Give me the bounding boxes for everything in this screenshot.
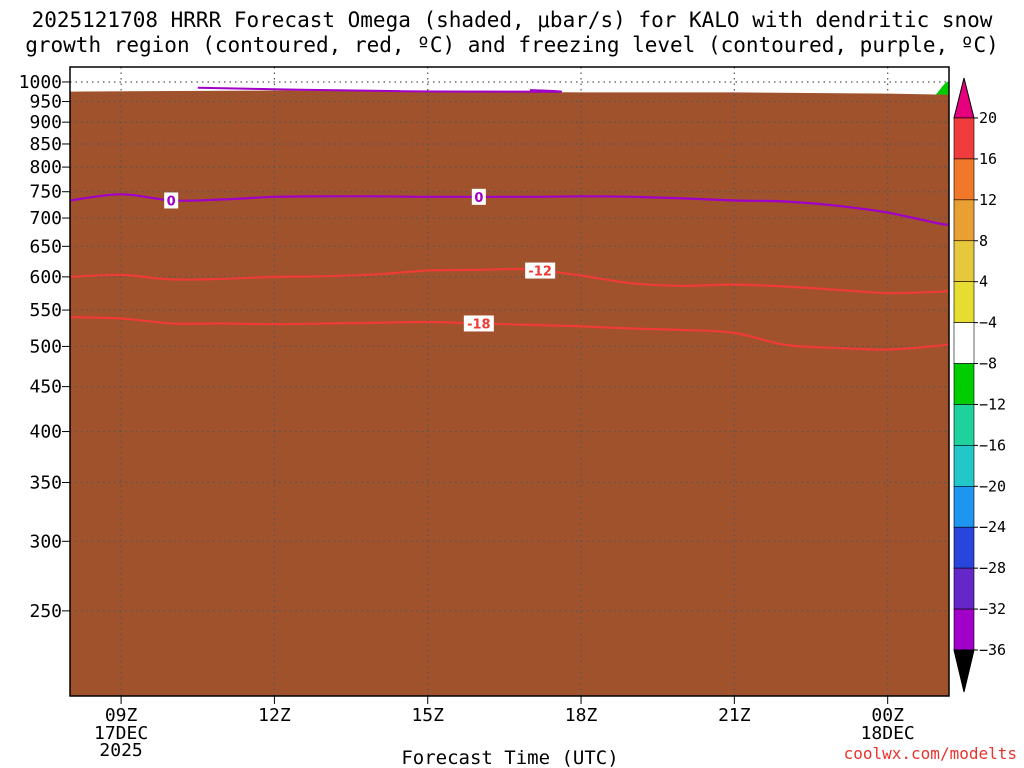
chart-title-line1: 2025121708 HRRR Forecast Omega (shaded, … bbox=[31, 8, 993, 32]
y-tick-label-650: 650 bbox=[29, 236, 62, 257]
colorbar-swatch bbox=[953, 363, 975, 405]
source-watermark: coolwx.com/modelts bbox=[844, 744, 1017, 763]
colorbar-label: 4 bbox=[979, 273, 988, 291]
y-tick-label-400: 400 bbox=[29, 422, 62, 443]
colorbar-swatch bbox=[953, 322, 975, 364]
y-tick-label-700: 700 bbox=[29, 208, 62, 229]
y-tick-label-500: 500 bbox=[29, 336, 62, 357]
contour-label-bg bbox=[463, 315, 494, 332]
colorbar-label: 20 bbox=[979, 109, 997, 127]
y-tick-label-800: 800 bbox=[29, 157, 62, 178]
y-tick-label-600: 600 bbox=[29, 267, 62, 288]
y-tick-label-450: 450 bbox=[29, 377, 62, 398]
y-tick-label-250: 250 bbox=[29, 601, 62, 622]
x-tick-year: 2025 bbox=[99, 740, 142, 761]
colorbar-swatch bbox=[953, 526, 975, 569]
colorbar-swatch bbox=[953, 445, 975, 487]
colorbar-swatch bbox=[953, 486, 975, 528]
colorbar-swatch bbox=[953, 199, 975, 242]
y-tick-label-550: 550 bbox=[29, 300, 62, 321]
colorbar-top-arrow bbox=[953, 77, 975, 119]
grid-lines bbox=[70, 67, 949, 696]
colorbar-legend: 20 16 12 8 4 −4 −8 −12 −16 −20 −24 −28 −32 −36 bbox=[953, 77, 1006, 693]
y-tick-label-350: 350 bbox=[29, 472, 62, 493]
x-tick-label-00z: 00Z bbox=[871, 705, 904, 726]
contour-label-purple-0-second: 0 bbox=[167, 194, 176, 209]
colorbar-label: 12 bbox=[979, 191, 997, 209]
plot-frame bbox=[69, 66, 950, 697]
contour-label-purple-0: 0 bbox=[474, 191, 483, 206]
x-tick-label-18z: 18Z bbox=[565, 705, 598, 726]
chart-title-line2: growth region (contoured, red, ºC) and f… bbox=[25, 33, 999, 57]
contour-line-purple-surface bbox=[197, 86, 562, 93]
x-tick-date: 18DEC bbox=[861, 723, 915, 744]
colorbar-swatch bbox=[953, 608, 975, 651]
colorbar-label: −24 bbox=[979, 518, 1006, 536]
colorbar-label: −8 bbox=[979, 355, 997, 373]
colorbar-label: −12 bbox=[979, 395, 1006, 413]
colorbar-label: −4 bbox=[979, 314, 997, 332]
x-tick-label-09z: 09Z bbox=[105, 705, 138, 726]
colorbar-label: −16 bbox=[979, 436, 1006, 454]
contour-label-red-minus18: -18 bbox=[467, 317, 491, 332]
terrain-fill bbox=[70, 90, 949, 696]
contour-label-bg bbox=[471, 188, 486, 205]
colorbar-swatch bbox=[953, 567, 975, 610]
colorbar-label: −28 bbox=[979, 559, 1006, 577]
contour-lines: -18 -12 0 0 bbox=[70, 86, 949, 351]
x-tick-label-21z: 21Z bbox=[718, 705, 751, 726]
colorbar-label: −20 bbox=[979, 477, 1006, 495]
y-tick-label-750: 750 bbox=[29, 182, 62, 203]
contour-line-red-minus18 bbox=[70, 316, 949, 351]
contour-line-purple-0 bbox=[70, 193, 949, 226]
y-tick-label-300: 300 bbox=[29, 531, 62, 552]
colorbar-label: 8 bbox=[979, 232, 988, 250]
contour-label-red-minus12: -12 bbox=[528, 265, 552, 280]
colorbar-bottom-arrow bbox=[953, 649, 975, 693]
colorbar-label: −36 bbox=[979, 641, 1006, 659]
contour-label-bg bbox=[164, 192, 179, 209]
y-tick-label-950: 950 bbox=[29, 92, 62, 113]
colorbar-label: 16 bbox=[979, 150, 997, 168]
colorbar-swatch bbox=[953, 240, 975, 282]
y-tick-label-1000: 1000 bbox=[19, 72, 62, 93]
colorbar-swatch bbox=[953, 404, 975, 446]
contour-label-bg bbox=[525, 262, 556, 279]
y-tick-label-900: 900 bbox=[29, 112, 62, 133]
colorbar-label: −32 bbox=[979, 600, 1006, 618]
terrain-ground bbox=[70, 90, 949, 696]
x-tick-label-12z: 12Z bbox=[258, 705, 291, 726]
colorbar-swatch bbox=[953, 281, 975, 323]
y-tick-label-850: 850 bbox=[29, 134, 62, 155]
x-tick-date: 17DEC bbox=[94, 723, 148, 744]
y-axis: 2503003504004505005506006507007508008509… bbox=[19, 72, 70, 622]
x-axis-label: Forecast Time (UTC) bbox=[401, 747, 618, 768]
x-tick-label-15z: 15Z bbox=[411, 705, 444, 726]
colorbar-swatch bbox=[953, 158, 975, 201]
colorbar-swatch bbox=[953, 117, 975, 160]
